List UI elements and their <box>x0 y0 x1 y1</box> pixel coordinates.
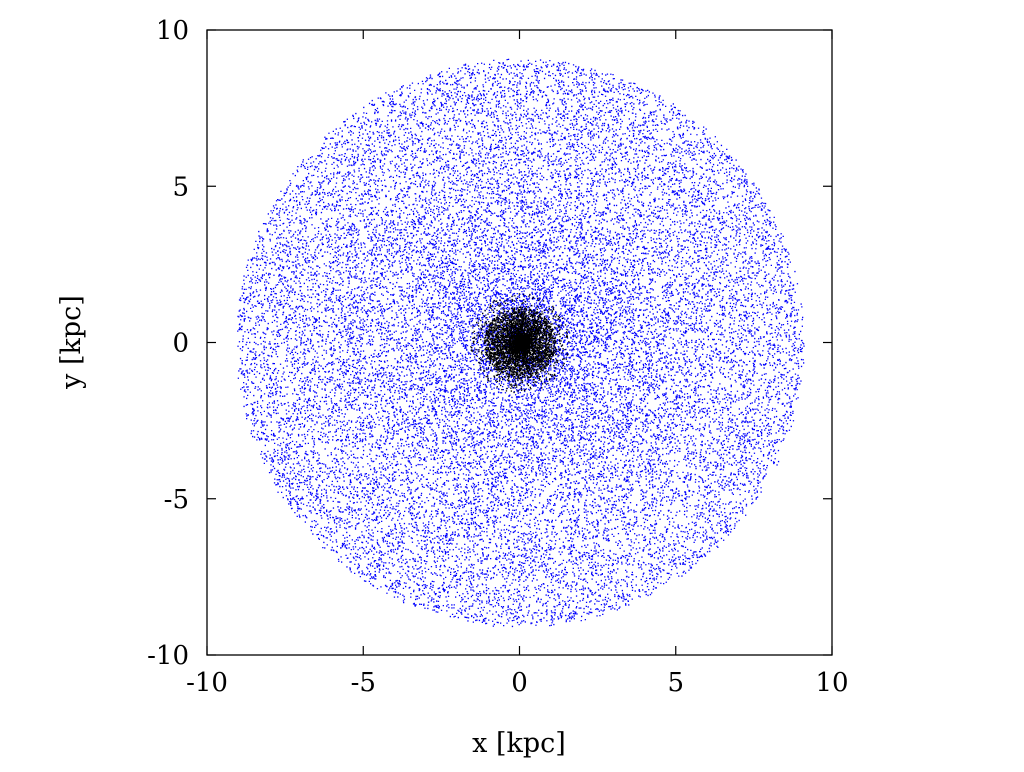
bulge-points <box>470 293 570 394</box>
x-tick-label: 10 <box>815 668 848 698</box>
y-tick-label: 5 <box>172 172 189 202</box>
bulge-point-marks <box>470 293 570 394</box>
points-layer <box>237 58 805 628</box>
x-tick-label: -10 <box>186 668 228 698</box>
y-axis-label: y [kpc] <box>56 295 87 390</box>
x-tick-label: -5 <box>351 668 376 698</box>
y-tick-label: 0 <box>172 329 189 359</box>
ticks-layer: -10 -5 0 5 10 -10 -5 0 5 10 <box>147 16 848 698</box>
x-tick-label: 0 <box>511 668 528 698</box>
y-tick-label: 10 <box>156 16 189 46</box>
y-tick-label: -5 <box>164 485 189 515</box>
y-tick-label: -10 <box>147 641 189 671</box>
x-tick-label: 5 <box>667 668 684 698</box>
x-axis-label: x [kpc] <box>472 728 566 759</box>
